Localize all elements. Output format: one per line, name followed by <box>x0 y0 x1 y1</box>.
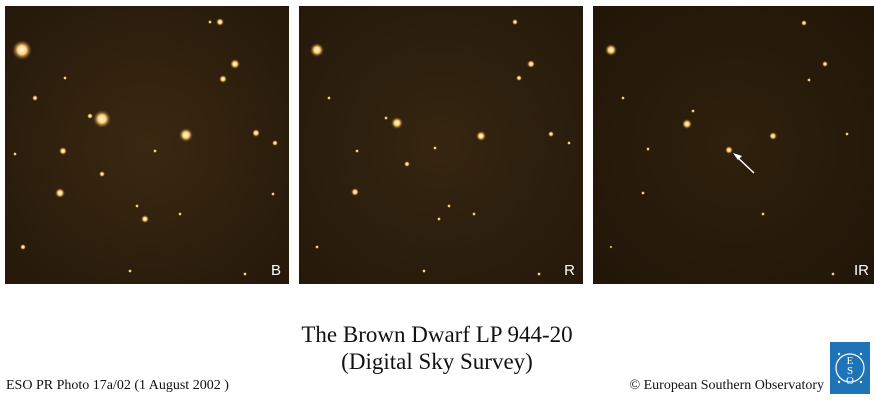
figure-title: The Brown Dwarf LP 944-20 <box>301 322 573 347</box>
target-brown-dwarf <box>725 146 733 154</box>
star <box>208 20 212 24</box>
band-label: R <box>564 262 575 279</box>
star <box>609 245 613 249</box>
star <box>272 140 278 146</box>
star <box>243 272 247 276</box>
star <box>646 147 650 151</box>
star <box>807 78 811 82</box>
star <box>527 60 535 68</box>
star <box>252 129 260 137</box>
galaxy <box>310 43 324 57</box>
star <box>219 75 227 83</box>
star <box>141 215 149 223</box>
svg-text:E: E <box>847 355 854 367</box>
star <box>476 131 486 141</box>
star <box>437 217 441 221</box>
eso-logo: E S O <box>830 342 870 394</box>
figure-subtitle: (Digital Sky Survey) <box>341 349 533 374</box>
star <box>548 131 554 137</box>
star <box>135 204 139 208</box>
galaxy <box>55 188 65 198</box>
star <box>769 132 777 140</box>
star <box>32 95 38 101</box>
credit-line: © European Southern Observatory <box>629 378 824 393</box>
star <box>178 212 182 216</box>
star <box>384 116 388 120</box>
star <box>355 149 359 153</box>
galaxy <box>641 191 645 195</box>
star <box>537 272 541 276</box>
galaxy <box>12 40 32 60</box>
svg-text:O: O <box>846 375 854 387</box>
star <box>404 161 410 167</box>
star <box>682 119 692 129</box>
star <box>516 75 522 81</box>
sky-image-r <box>299 6 583 284</box>
star <box>153 149 157 153</box>
star <box>13 152 17 156</box>
star <box>216 18 224 26</box>
star <box>512 19 518 25</box>
arrow-head-icon <box>733 153 742 160</box>
panel-ir: IR <box>593 6 874 284</box>
star <box>63 76 67 80</box>
sky-image-ir <box>593 6 874 284</box>
star <box>391 117 403 129</box>
star <box>822 61 828 67</box>
band-label: B <box>270 262 281 279</box>
star <box>93 110 111 128</box>
star <box>472 212 476 216</box>
band-label: IR <box>854 262 869 279</box>
star <box>801 20 807 26</box>
star <box>59 147 67 155</box>
star <box>179 128 193 142</box>
star <box>447 204 451 208</box>
star <box>315 245 319 249</box>
star <box>99 171 105 177</box>
svg-text:S: S <box>847 365 853 377</box>
star <box>230 59 240 69</box>
star <box>831 272 835 276</box>
star <box>691 109 695 113</box>
panel-b: B <box>5 6 289 284</box>
star <box>20 244 26 250</box>
star <box>845 132 849 136</box>
star <box>128 269 132 273</box>
star <box>761 212 765 216</box>
eso-logo-icon: E S O <box>830 342 870 394</box>
star <box>327 96 331 100</box>
photo-id: ESO PR Photo 17a/02 (1 August 2002 ) <box>6 378 229 393</box>
galaxy <box>605 44 617 56</box>
star <box>87 113 93 119</box>
star <box>621 96 625 100</box>
galaxy <box>351 188 359 196</box>
star <box>433 146 437 150</box>
star <box>422 269 426 273</box>
star <box>271 192 275 196</box>
panel-r: R <box>299 6 583 284</box>
sky-image-b <box>5 6 289 284</box>
star <box>567 141 571 145</box>
